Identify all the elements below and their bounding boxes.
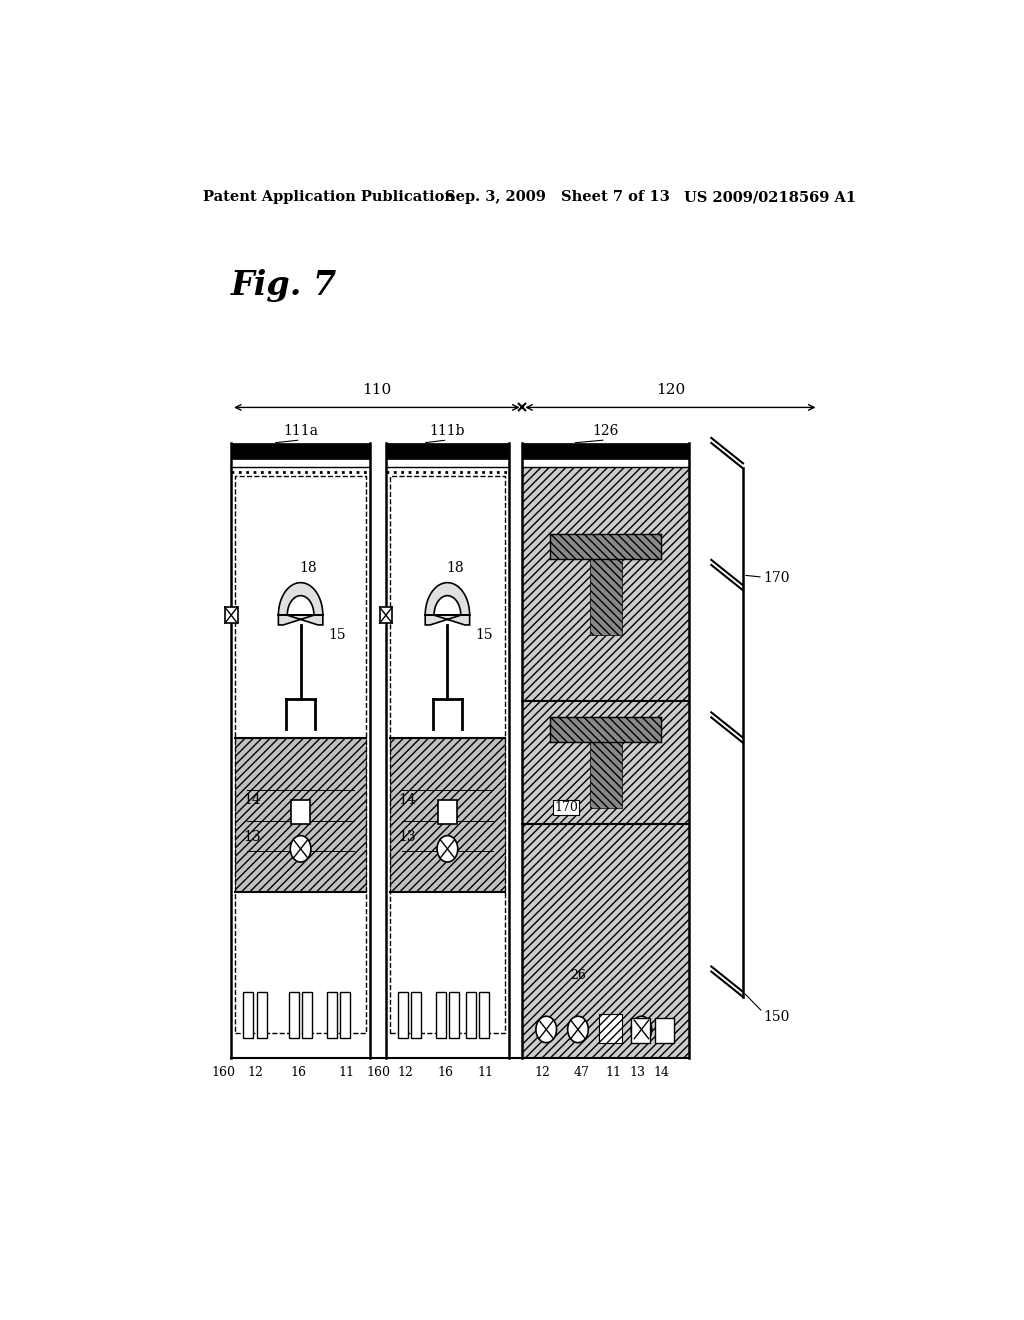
Text: 13: 13 (397, 830, 416, 843)
Text: 11: 11 (605, 1067, 622, 1078)
Polygon shape (279, 582, 323, 624)
Bar (225, 607, 238, 623)
Text: 18: 18 (446, 561, 464, 574)
Bar (327, 991, 337, 1038)
Bar (231, 444, 370, 459)
Text: 111a: 111a (283, 424, 318, 438)
Text: 14: 14 (397, 793, 416, 807)
Bar (550, 533, 662, 558)
Bar (412, 991, 421, 1038)
Text: US 2009/0218569 A1: US 2009/0218569 A1 (684, 190, 856, 205)
Bar (599, 1014, 622, 1043)
Bar (522, 467, 689, 1057)
Bar (257, 991, 266, 1038)
Text: 13: 13 (243, 830, 261, 843)
Text: 111b: 111b (430, 424, 465, 438)
Text: Patent Application Publication: Patent Application Publication (204, 190, 456, 205)
Text: 120: 120 (655, 383, 685, 397)
Bar (449, 991, 459, 1038)
Bar (291, 800, 310, 824)
Text: 170: 170 (554, 801, 578, 814)
Circle shape (437, 836, 458, 862)
Bar (236, 475, 367, 1032)
Circle shape (536, 1016, 557, 1043)
Text: 150: 150 (763, 1010, 790, 1024)
Bar (289, 991, 299, 1038)
Text: 18: 18 (300, 561, 317, 574)
Bar (236, 738, 367, 892)
Bar (655, 1018, 674, 1043)
Text: Fig. 7: Fig. 7 (231, 269, 338, 302)
Bar (390, 475, 505, 1032)
Text: 12: 12 (397, 1067, 414, 1078)
Text: Sep. 3, 2009: Sep. 3, 2009 (445, 190, 547, 205)
Bar (590, 533, 622, 635)
Text: 14: 14 (243, 793, 261, 807)
Text: Sheet 7 of 13: Sheet 7 of 13 (560, 190, 670, 205)
Text: 15: 15 (475, 628, 493, 643)
Text: 16: 16 (291, 1067, 306, 1078)
Bar (522, 444, 689, 459)
Bar (436, 991, 445, 1038)
Bar (390, 738, 505, 892)
Bar (479, 991, 488, 1038)
Text: 12: 12 (247, 1067, 263, 1078)
Text: 126: 126 (593, 424, 618, 438)
Text: 11: 11 (477, 1067, 494, 1078)
Bar (244, 991, 253, 1038)
Text: 15: 15 (329, 628, 346, 643)
Polygon shape (425, 582, 470, 624)
Bar (386, 444, 509, 459)
Bar (550, 717, 662, 742)
Bar (438, 800, 457, 824)
Bar (466, 991, 475, 1038)
Text: 110: 110 (362, 383, 391, 397)
Bar (590, 717, 622, 808)
Bar (380, 607, 392, 623)
Bar (340, 991, 350, 1038)
Text: 12: 12 (535, 1067, 550, 1078)
Bar (302, 991, 312, 1038)
Text: 160: 160 (211, 1067, 236, 1078)
Text: 170: 170 (763, 570, 790, 585)
Circle shape (567, 1016, 588, 1043)
Text: 160: 160 (366, 1067, 390, 1078)
Bar (398, 991, 409, 1038)
Text: 26: 26 (570, 969, 586, 982)
Text: 13: 13 (630, 1067, 645, 1078)
Bar (631, 1018, 650, 1043)
Circle shape (631, 1016, 652, 1043)
Text: 11: 11 (338, 1067, 354, 1078)
Text: 47: 47 (574, 1067, 590, 1078)
Circle shape (290, 836, 311, 862)
Text: 16: 16 (437, 1067, 454, 1078)
Text: 14: 14 (653, 1067, 670, 1078)
